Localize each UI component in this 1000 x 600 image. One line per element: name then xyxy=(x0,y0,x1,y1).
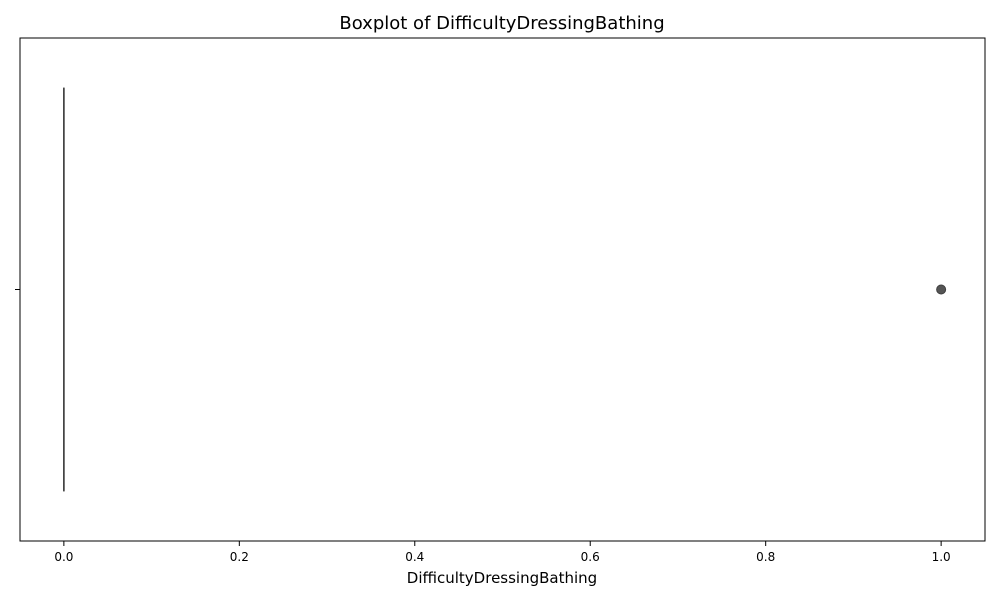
x-tick-label: 0.6 xyxy=(581,550,600,564)
x-tick-label: 0.4 xyxy=(405,550,424,564)
x-tick-label: 1.0 xyxy=(932,550,951,564)
x-tick-label: 0.8 xyxy=(756,550,775,564)
outlier-point xyxy=(936,284,947,295)
chart-title: Boxplot of DifficultyDressingBathing xyxy=(339,13,664,34)
x-tick-label: 0.2 xyxy=(230,550,249,564)
x-axis-ticks: 0.0 0.2 0.4 0.6 0.8 1.0 xyxy=(54,541,951,564)
x-tick-label: 0.0 xyxy=(54,550,73,564)
x-axis-label: DifficultyDressingBathing xyxy=(407,569,597,587)
outlier-points xyxy=(936,284,947,295)
plot-frame xyxy=(19,37,986,542)
